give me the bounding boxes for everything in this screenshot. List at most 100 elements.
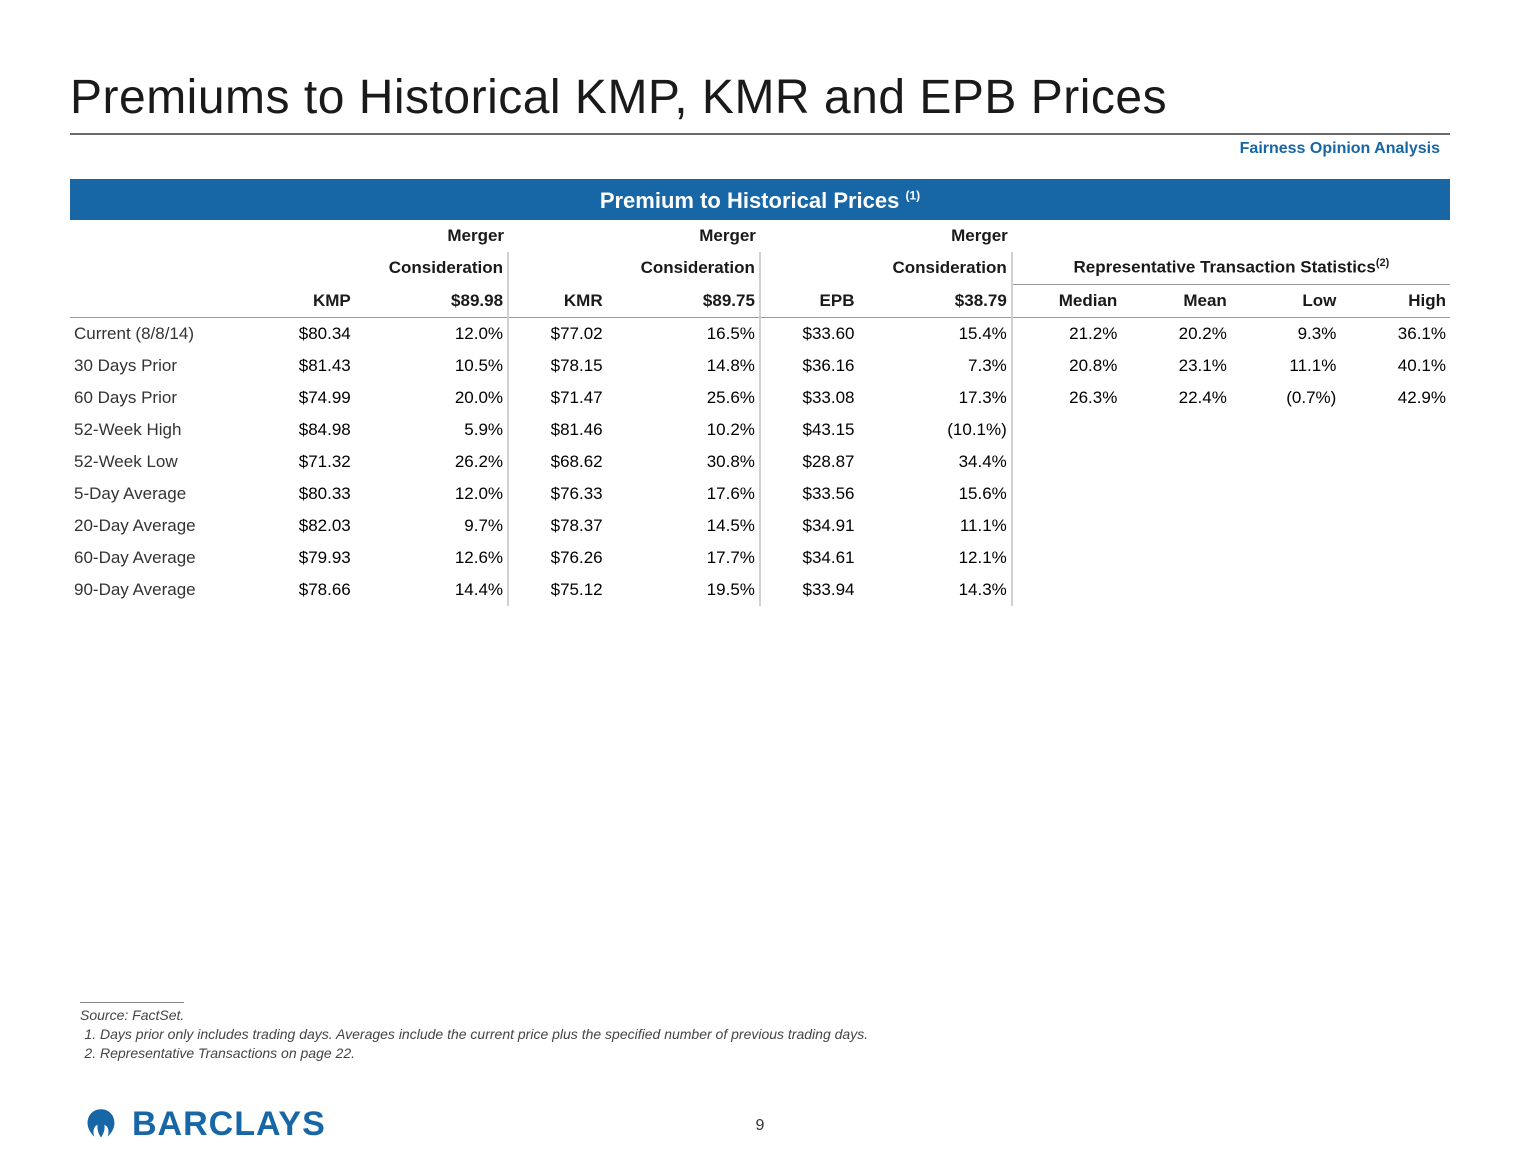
cell: 40.1% (1340, 350, 1450, 382)
cell: 20.8% (1012, 350, 1122, 382)
cell: 10.5% (355, 350, 508, 382)
table-row: 52-Week Low$71.3226.2%$68.6230.8%$28.873… (70, 446, 1450, 478)
cell: 36.1% (1340, 317, 1450, 350)
stats-header-cell: Representative Transaction Statistics(2) (1012, 220, 1450, 284)
cell: (0.7%) (1231, 382, 1341, 414)
cell: $76.26 (508, 542, 607, 574)
hdr-merger2a: Merger (699, 226, 756, 245)
cell: $36.16 (760, 350, 859, 382)
cell: 17.3% (858, 382, 1011, 414)
cell: $71.32 (256, 446, 355, 478)
col-mc-kmp: $89.98 (355, 284, 508, 317)
cell: 30 Days Prior (70, 350, 256, 382)
cell: 17.7% (607, 542, 760, 574)
cell: 30.8% (607, 446, 760, 478)
footer: BARCLAYS 9 (0, 1085, 1520, 1145)
table-row: 90-Day Average$78.6614.4%$75.1219.5%$33.… (70, 574, 1450, 606)
cell: $28.87 (760, 446, 859, 478)
cell: 20-Day Average (70, 510, 256, 542)
cell: 14.4% (355, 574, 508, 606)
cell: $78.66 (256, 574, 355, 606)
col-kmr: KMR (508, 284, 607, 317)
col-kmp: KMP (256, 284, 355, 317)
cell (1340, 510, 1450, 542)
cell: 34.4% (858, 446, 1011, 478)
cell: $82.03 (256, 510, 355, 542)
cell: $68.62 (508, 446, 607, 478)
cell: 42.9% (1340, 382, 1450, 414)
footnotes: Source: FactSet. Days prior only include… (80, 1002, 868, 1063)
cell: 15.6% (858, 478, 1011, 510)
cell: 9.3% (1231, 317, 1341, 350)
cell: 60 Days Prior (70, 382, 256, 414)
table-row: 5-Day Average$80.3312.0%$76.3317.6%$33.5… (70, 478, 1450, 510)
cell (1340, 478, 1450, 510)
cell: $80.34 (256, 317, 355, 350)
table-row: 30 Days Prior$81.4310.5%$78.1514.8%$36.1… (70, 350, 1450, 382)
cell: 26.2% (355, 446, 508, 478)
table-banner: Premium to Historical Prices (1) (70, 179, 1450, 220)
cell: 21.2% (1012, 317, 1122, 350)
cell: 14.8% (607, 350, 760, 382)
cell (1121, 478, 1231, 510)
page-number: 9 (756, 1117, 765, 1135)
cell: 15.4% (858, 317, 1011, 350)
logo-text: BARCLAYS (132, 1105, 326, 1144)
cell: $76.33 (508, 478, 607, 510)
banner-sup: (1) (906, 189, 921, 203)
cell: 11.1% (858, 510, 1011, 542)
banner-text: Premium to Historical Prices (600, 188, 900, 213)
cell: $71.47 (508, 382, 607, 414)
hdr-merger1a: Merger (447, 226, 504, 245)
cell (1121, 542, 1231, 574)
cell: $33.94 (760, 574, 859, 606)
hdr-merger3b: Consideration (893, 258, 1007, 277)
cell (1012, 542, 1122, 574)
cell (1231, 510, 1341, 542)
cell: (10.1%) (858, 414, 1011, 446)
cell: $81.43 (256, 350, 355, 382)
title-rule (70, 133, 1450, 135)
cell: 5-Day Average (70, 478, 256, 510)
col-mc-epb: $38.79 (858, 284, 1011, 317)
cell: $34.91 (760, 510, 859, 542)
cell (1012, 574, 1122, 606)
table-row: 52-Week High$84.985.9%$81.4610.2%$43.15(… (70, 414, 1450, 446)
cell: 5.9% (355, 414, 508, 446)
cell: 12.6% (355, 542, 508, 574)
cell (1012, 414, 1122, 446)
cell: 12.0% (355, 317, 508, 350)
stats-sup: (2) (1376, 257, 1389, 269)
cell: 7.3% (858, 350, 1011, 382)
cell: $84.98 (256, 414, 355, 446)
cell: 12.1% (858, 542, 1011, 574)
cell: 26.3% (1012, 382, 1122, 414)
col-epb: EPB (760, 284, 859, 317)
hdr-merger2b: Consideration (641, 258, 755, 277)
cell (1340, 574, 1450, 606)
table-head: Merger Merger Merger Representative Tran… (70, 220, 1450, 317)
cell: 22.4% (1121, 382, 1231, 414)
cell (1340, 542, 1450, 574)
cell: 23.1% (1121, 350, 1231, 382)
cell: $81.46 (508, 414, 607, 446)
table-row: 20-Day Average$82.039.7%$78.3714.5%$34.9… (70, 510, 1450, 542)
cell (1012, 510, 1122, 542)
cell: 52-Week Low (70, 446, 256, 478)
table-body: Current (8/8/14)$80.3412.0%$77.0216.5%$3… (70, 317, 1450, 606)
cell (1121, 414, 1231, 446)
cell (1121, 446, 1231, 478)
cell: $34.61 (760, 542, 859, 574)
cell: $78.15 (508, 350, 607, 382)
col-mean: Mean (1121, 284, 1231, 317)
cell (1231, 542, 1341, 574)
cell: 16.5% (607, 317, 760, 350)
hdr-merger3a: Merger (951, 226, 1008, 245)
cell: 10.2% (607, 414, 760, 446)
cell (1012, 446, 1122, 478)
cell (1231, 478, 1341, 510)
stats-header: Representative Transaction Statistics (1074, 258, 1376, 277)
cell (1231, 446, 1341, 478)
footnote-1: Days prior only includes trading days. A… (100, 1025, 868, 1044)
table-row: 60 Days Prior$74.9920.0%$71.4725.6%$33.0… (70, 382, 1450, 414)
